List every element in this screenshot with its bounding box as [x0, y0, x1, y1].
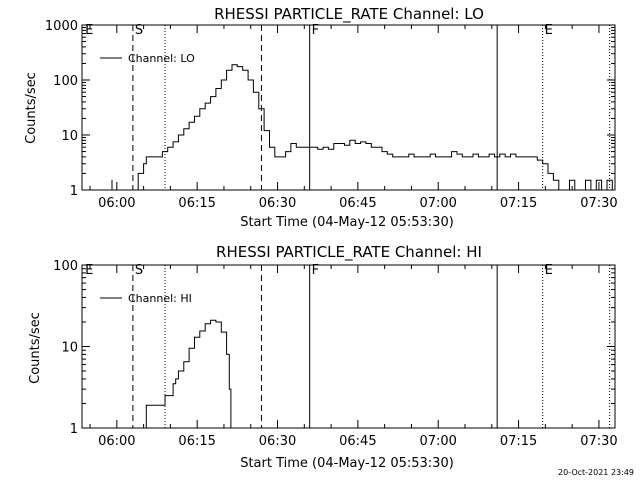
y-tick-label: 10 — [61, 341, 78, 356]
event-marker-label: F — [312, 263, 319, 278]
x-tick-label: 07:30 — [580, 196, 617, 211]
y-axis-label: Counts/sec — [28, 312, 43, 384]
event-marker-label: E — [85, 263, 93, 278]
x-tick-label: 07:00 — [419, 196, 456, 211]
panel-hi: RHESSI PARTICLE_RATE Channel: HI Counts/… — [28, 243, 618, 471]
series-line — [143, 319, 232, 429]
y-axis-label: Counts/sec — [24, 72, 39, 144]
print-timestamp: 20-Oct-2021 23:49 — [558, 468, 634, 477]
x-tick-label: 07:15 — [500, 434, 537, 449]
x-axis-label: Start Time (04-May-12 05:53:30) — [240, 215, 454, 230]
y-tick-label: 10 — [61, 129, 78, 144]
event-marker-label: F — [312, 23, 319, 38]
chart-title: RHESSI PARTICLE_RATE Channel: LO — [214, 5, 484, 24]
y-tick-label: 100 — [53, 74, 78, 89]
x-tick-label: 06:15 — [178, 434, 215, 449]
x-tick-label: 06:45 — [339, 196, 376, 211]
event-marker-label: S — [135, 263, 143, 278]
chart-title: RHESSI PARTICLE_RATE Channel: HI — [216, 243, 482, 262]
y-tick-label: 1 — [70, 422, 78, 437]
y-tick-label: 1 — [70, 184, 78, 199]
legend-label: Channel: HI — [128, 292, 192, 305]
legend-label: Channel: LO — [128, 52, 195, 65]
panel-lo: RHESSI PARTICLE_RATE Channel: LO Counts/… — [24, 5, 618, 230]
event-marker-label: S — [135, 23, 143, 38]
x-tick-label: 07:00 — [419, 434, 456, 449]
x-tick-label: 06:45 — [339, 434, 376, 449]
x-tick-label: 06:30 — [259, 434, 296, 449]
event-marker-label: E — [85, 23, 93, 38]
event-marker-label: E — [545, 23, 553, 38]
x-tick-label: 07:30 — [580, 434, 617, 449]
x-axis-label: Start Time (04-May-12 05:53:30) — [240, 456, 454, 471]
plot-frame — [81, 264, 616, 429]
x-tick-label: 07:15 — [500, 196, 537, 211]
x-tick-label: 06:00 — [98, 434, 135, 449]
y-tick-label: 100 — [53, 259, 78, 274]
x-tick-label: 06:30 — [259, 196, 296, 211]
event-marker-label: E — [545, 263, 553, 278]
x-tick-label: 06:15 — [178, 196, 215, 211]
x-tick-label: 06:00 — [98, 196, 135, 211]
plot-frame — [81, 24, 616, 191]
series-line — [111, 64, 613, 191]
y-tick-label: 1000 — [45, 19, 78, 34]
